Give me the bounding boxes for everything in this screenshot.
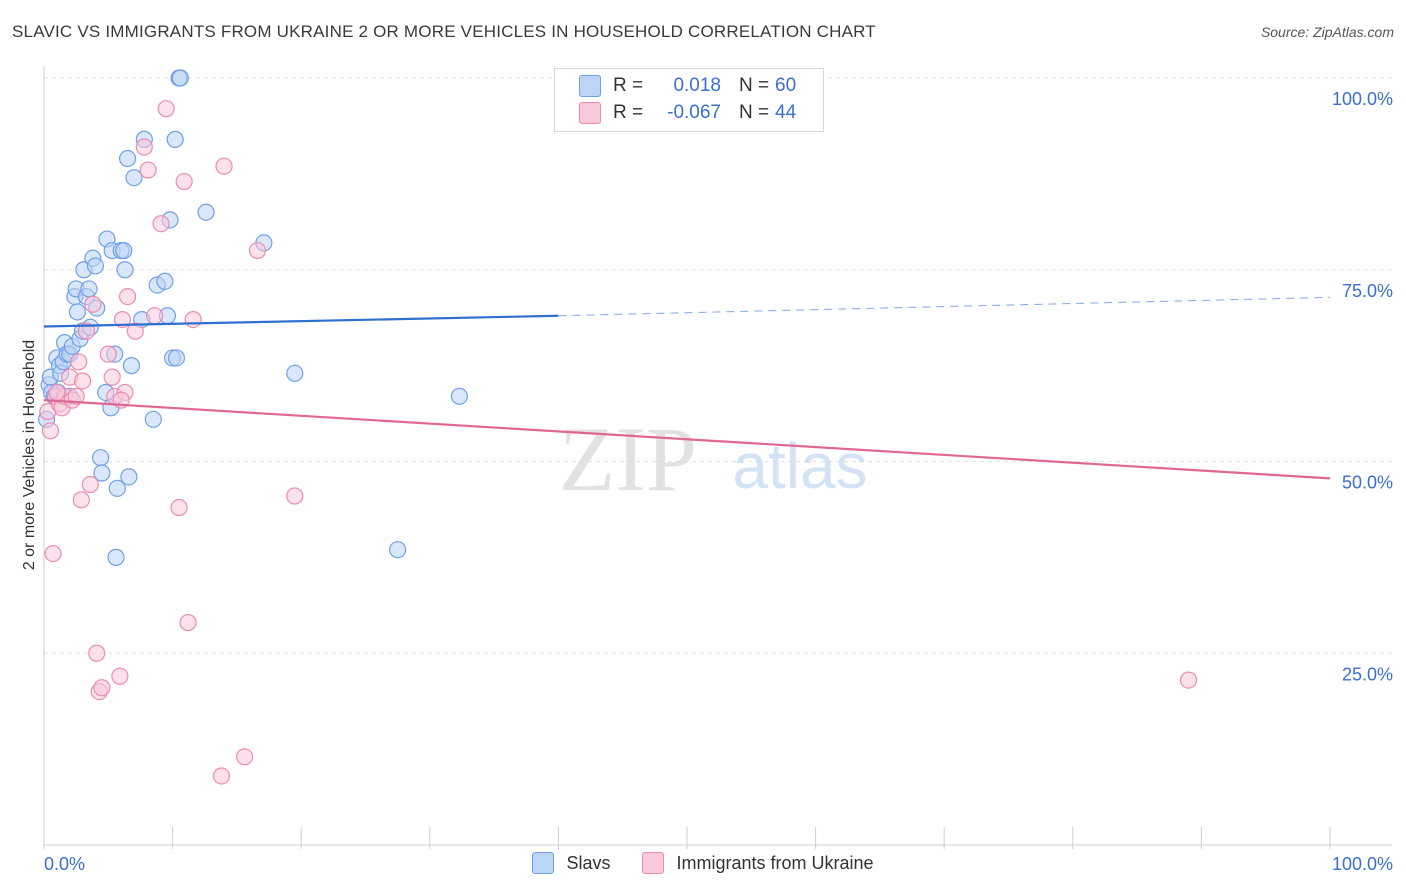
ukraine-point-30 xyxy=(170,498,188,517)
slavs-point-39 xyxy=(122,357,141,375)
slavs-trend-line xyxy=(43,314,559,328)
watermark-zip: ZIP xyxy=(559,408,697,510)
slavs-point-57 xyxy=(450,387,468,405)
ukraine-point-13 xyxy=(84,295,102,313)
watermark-atlas: atlas xyxy=(732,430,867,502)
legend-r-label: R = xyxy=(613,102,644,123)
ukraine-point-29 xyxy=(157,100,175,118)
slavs-point-55 xyxy=(286,364,304,382)
legend-swatch-ukraine xyxy=(579,102,601,124)
slavs-point-40 xyxy=(125,169,143,187)
tick-labels: 25.0% 50.0% 75.0% 100.0% 0.0% 100.0% xyxy=(44,89,1393,874)
ukraine-point-25 xyxy=(135,138,153,156)
legend-r-value: 0.018 xyxy=(673,75,721,96)
legend-n-value: 44 xyxy=(775,102,797,123)
y-tick-label-2: 75.0% xyxy=(1342,281,1393,301)
ukraine-point-32 xyxy=(179,613,197,632)
legend-item-slavs[interactable]: Slavs xyxy=(532,852,610,874)
slavs-point-43 xyxy=(144,410,162,428)
slavs-point-53 xyxy=(197,203,215,221)
slavs-point-37 xyxy=(118,149,137,168)
legend-n-label: N = xyxy=(739,102,770,123)
legend-row-slavs: R = 0.018 N = 60 xyxy=(579,73,796,99)
legend-label-slavs: Slavs xyxy=(566,852,611,873)
slavs-point-33 xyxy=(108,479,126,497)
data-points xyxy=(37,69,1198,785)
slavs-point-23 xyxy=(86,257,105,275)
slavs-point-45 xyxy=(156,272,174,290)
legend-r-label: R = xyxy=(613,75,644,96)
ukraine-point-20 xyxy=(111,667,129,685)
ukraine-point-36 xyxy=(236,748,254,766)
axes xyxy=(43,66,1392,849)
trend-lines xyxy=(43,296,1331,480)
slavs-point-50 xyxy=(167,349,186,367)
source-label: Source: ZipAtlas.com xyxy=(1260,24,1394,40)
ukraine-point-1 xyxy=(41,422,60,440)
ukraine-point-35 xyxy=(215,157,233,175)
slavs-point-26 xyxy=(93,464,111,482)
ukraine-point-23 xyxy=(118,287,137,306)
ukraine-point-31 xyxy=(175,172,193,191)
ukraine-point-11 xyxy=(77,322,96,340)
y-tick-label-1: 50.0% xyxy=(1342,473,1393,493)
y-tick-label-3: 100.0% xyxy=(1332,89,1393,109)
y-tick-label-0: 25.0% xyxy=(1342,664,1393,684)
ukraine-point-21 xyxy=(113,311,132,329)
legend-swatch-slavs xyxy=(579,75,601,97)
ukraine-point-33 xyxy=(184,311,202,329)
slavs-point-20 xyxy=(80,280,98,298)
ukraine-point-18 xyxy=(103,368,121,386)
ukraine-point-16 xyxy=(93,679,111,697)
ukraine-point-26 xyxy=(139,161,157,179)
gridlines xyxy=(44,77,1392,654)
legend-r-value: -0.067 xyxy=(667,102,721,123)
chart-title: SLAVIC VS IMMIGRANTS FROM UKRAINE 2 OR M… xyxy=(12,22,876,41)
series-legend: Slavs Immigrants from Ukraine xyxy=(0,852,1406,874)
ukraine-point-38 xyxy=(286,487,304,505)
legend-n-value: 60 xyxy=(775,75,797,96)
slavs-point-49 xyxy=(166,130,184,148)
slavs-point-25 xyxy=(91,449,110,467)
ukraine-point-34 xyxy=(212,767,231,785)
slavs-point-52 xyxy=(171,69,189,87)
ukraine-point-43 xyxy=(73,372,92,390)
ukraine-point-40 xyxy=(48,383,66,402)
ukraine-point-24 xyxy=(126,322,144,340)
ukraine-trend-line xyxy=(43,399,1331,480)
ukraine-point-28 xyxy=(152,215,170,233)
x-tick-label-1: 100.0% xyxy=(1332,854,1393,874)
slavs-trend-extension xyxy=(558,296,1331,317)
legend-swatch-ukraine xyxy=(642,852,665,874)
watermark: ZIP atlas xyxy=(559,408,868,510)
slavs-point-15 xyxy=(68,303,87,321)
slavs-point-36 xyxy=(116,261,134,279)
ukraine-point-41 xyxy=(70,353,88,371)
ukraine-point-37 xyxy=(248,241,267,260)
ukraine-point-2 xyxy=(44,544,62,563)
slavs-point-35 xyxy=(115,241,133,260)
slavs-point-32 xyxy=(107,548,125,566)
ukraine-point-14 xyxy=(88,644,106,662)
x-tick-label-0: 0.0% xyxy=(44,854,85,874)
ukraine-point-17 xyxy=(99,345,117,363)
legend-label-ukraine: Immigrants from Ukraine xyxy=(676,852,874,873)
legend-row-ukraine: R = -0.067 N = 44 xyxy=(579,100,796,126)
legend-n-label: N = xyxy=(739,75,770,96)
ukraine-point-10 xyxy=(72,491,90,509)
legend-item-ukraine[interactable]: Immigrants from Ukraine xyxy=(642,852,874,874)
slavs-point-38 xyxy=(120,468,138,486)
ukraine-point-9 xyxy=(67,387,85,405)
stats-legend: R = 0.018 N = 60 R = -0.067 N = 44 xyxy=(554,68,824,132)
ukraine-point-27 xyxy=(145,307,164,325)
legend-swatch-slavs xyxy=(532,852,555,874)
ukraine-point-39 xyxy=(1179,671,1198,689)
slavs-point-56 xyxy=(389,541,407,559)
ukraine-point-12 xyxy=(81,475,99,494)
